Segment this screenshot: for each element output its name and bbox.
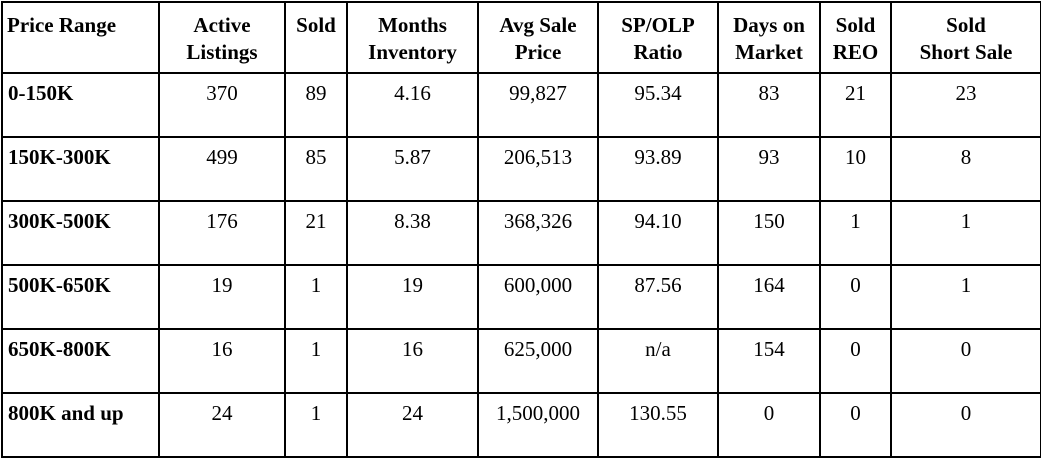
days-on-market-cell: 93 [717, 136, 821, 202]
months-inventory-cell: 5.87 [346, 136, 479, 202]
header-sp-olp-ratio: SP/OLP Ratio [597, 1, 719, 74]
sold-cell: 1 [284, 328, 348, 394]
active-listings-cell: 16 [158, 328, 286, 394]
header-sold-reo-line-1: Sold [835, 13, 876, 37]
sp-olp-ratio-cell: 93.89 [597, 136, 719, 202]
header-days-on-market-line-1: Days on [733, 13, 805, 37]
sp-olp-ratio-cell: 94.10 [597, 200, 719, 266]
price-range-cell: 650K-800K [1, 328, 160, 394]
header-sold-short-sale-line-2: Short Sale [919, 40, 1013, 64]
sold-reo-cell: 0 [819, 264, 892, 330]
sold-cell: 85 [284, 136, 348, 202]
months-inventory-cell: 16 [346, 328, 479, 394]
months-inventory-cell: 4.16 [346, 72, 479, 138]
header-avg-sale-price: Avg Sale Price [477, 1, 599, 74]
header-months-inventory: Months Inventory [346, 1, 479, 74]
sp-olp-ratio-cell: n/a [597, 328, 719, 394]
header-months-inventory-line-1: Months [378, 13, 447, 37]
price-range-cell: 500K-650K [1, 264, 160, 330]
table-row: 650K-800K 16 1 16 625,000 n/a 154 0 0 [1, 328, 1041, 394]
header-days-on-market: Days on Market [717, 1, 821, 74]
header-price-range: Price Range [1, 1, 160, 74]
header-avg-sale-price-line-2: Price [514, 40, 562, 64]
days-on-market-cell: 83 [717, 72, 821, 138]
table-row: 800K and up 24 1 24 1,500,000 130.55 0 0… [1, 392, 1041, 458]
table-row: 500K-650K 19 1 19 600,000 87.56 164 0 1 [1, 264, 1041, 330]
days-on-market-cell: 0 [717, 392, 821, 458]
sold-cell: 1 [284, 264, 348, 330]
months-inventory-cell: 8.38 [346, 200, 479, 266]
avg-sale-price-cell: 600,000 [477, 264, 599, 330]
sold-short-sale-cell: 8 [890, 136, 1041, 202]
days-on-market-cell: 154 [717, 328, 821, 394]
table-header: Price Range Active Listings Sold Months … [1, 1, 1041, 74]
sold-cell: 89 [284, 72, 348, 138]
active-listings-cell: 24 [158, 392, 286, 458]
sold-reo-cell: 0 [819, 328, 892, 394]
header-sold-reo-line-2: REO [832, 40, 879, 64]
header-active-listings-line-1: Active [193, 13, 251, 37]
days-on-market-cell: 164 [717, 264, 821, 330]
active-listings-cell: 370 [158, 72, 286, 138]
table-row: 150K-300K 499 85 5.87 206,513 93.89 93 1… [1, 136, 1041, 202]
sp-olp-ratio-cell: 130.55 [597, 392, 719, 458]
sold-short-sale-cell: 1 [890, 264, 1041, 330]
header-active-listings: Active Listings [158, 1, 286, 74]
header-days-on-market-line-2: Market [735, 40, 803, 64]
table-row: 0-150K 370 89 4.16 99,827 95.34 83 21 23 [1, 72, 1041, 138]
sold-cell: 1 [284, 392, 348, 458]
active-listings-cell: 176 [158, 200, 286, 266]
header-active-listings-line-2: Listings [186, 40, 258, 64]
sold-reo-cell: 0 [819, 392, 892, 458]
months-inventory-cell: 24 [346, 392, 479, 458]
sold-short-sale-cell: 0 [890, 328, 1041, 394]
price-range-cell: 300K-500K [1, 200, 160, 266]
table-body: 0-150K 370 89 4.16 99,827 95.34 83 21 23… [1, 72, 1041, 458]
avg-sale-price-cell: 206,513 [477, 136, 599, 202]
sold-short-sale-cell: 1 [890, 200, 1041, 266]
active-listings-cell: 19 [158, 264, 286, 330]
header-sp-olp-ratio-line-2: Ratio [633, 40, 683, 64]
price-range-cell: 150K-300K [1, 136, 160, 202]
avg-sale-price-cell: 1,500,000 [477, 392, 599, 458]
sold-reo-cell: 21 [819, 72, 892, 138]
sold-short-sale-cell: 0 [890, 392, 1041, 458]
sp-olp-ratio-cell: 95.34 [597, 72, 719, 138]
sp-olp-ratio-cell: 87.56 [597, 264, 719, 330]
avg-sale-price-cell: 625,000 [477, 328, 599, 394]
header-price-range-line-1: Price Range [7, 13, 117, 37]
days-on-market-cell: 150 [717, 200, 821, 266]
active-listings-cell: 499 [158, 136, 286, 202]
header-sold: Sold [284, 1, 348, 74]
avg-sale-price-cell: 368,326 [477, 200, 599, 266]
avg-sale-price-cell: 99,827 [477, 72, 599, 138]
sold-cell: 21 [284, 200, 348, 266]
header-months-inventory-line-2: Inventory [368, 40, 457, 64]
sold-short-sale-cell: 23 [890, 72, 1041, 138]
header-sp-olp-ratio-line-1: SP/OLP [621, 13, 695, 37]
header-sold-line-1: Sold [296, 13, 336, 37]
header-sold-short-sale: Sold Short Sale [890, 1, 1041, 74]
header-sold-short-sale-line-1: Sold [946, 13, 986, 37]
sold-reo-cell: 10 [819, 136, 892, 202]
months-inventory-cell: 19 [346, 264, 479, 330]
header-sold-reo: Sold REO [819, 1, 892, 74]
table-row: 300K-500K 176 21 8.38 368,326 94.10 150 … [1, 200, 1041, 266]
price-range-cell: 0-150K [1, 72, 160, 138]
price-range-cell: 800K and up [1, 392, 160, 458]
header-row: Price Range Active Listings Sold Months … [1, 1, 1041, 74]
header-avg-sale-price-line-1: Avg Sale [499, 13, 577, 37]
sold-reo-cell: 1 [819, 200, 892, 266]
